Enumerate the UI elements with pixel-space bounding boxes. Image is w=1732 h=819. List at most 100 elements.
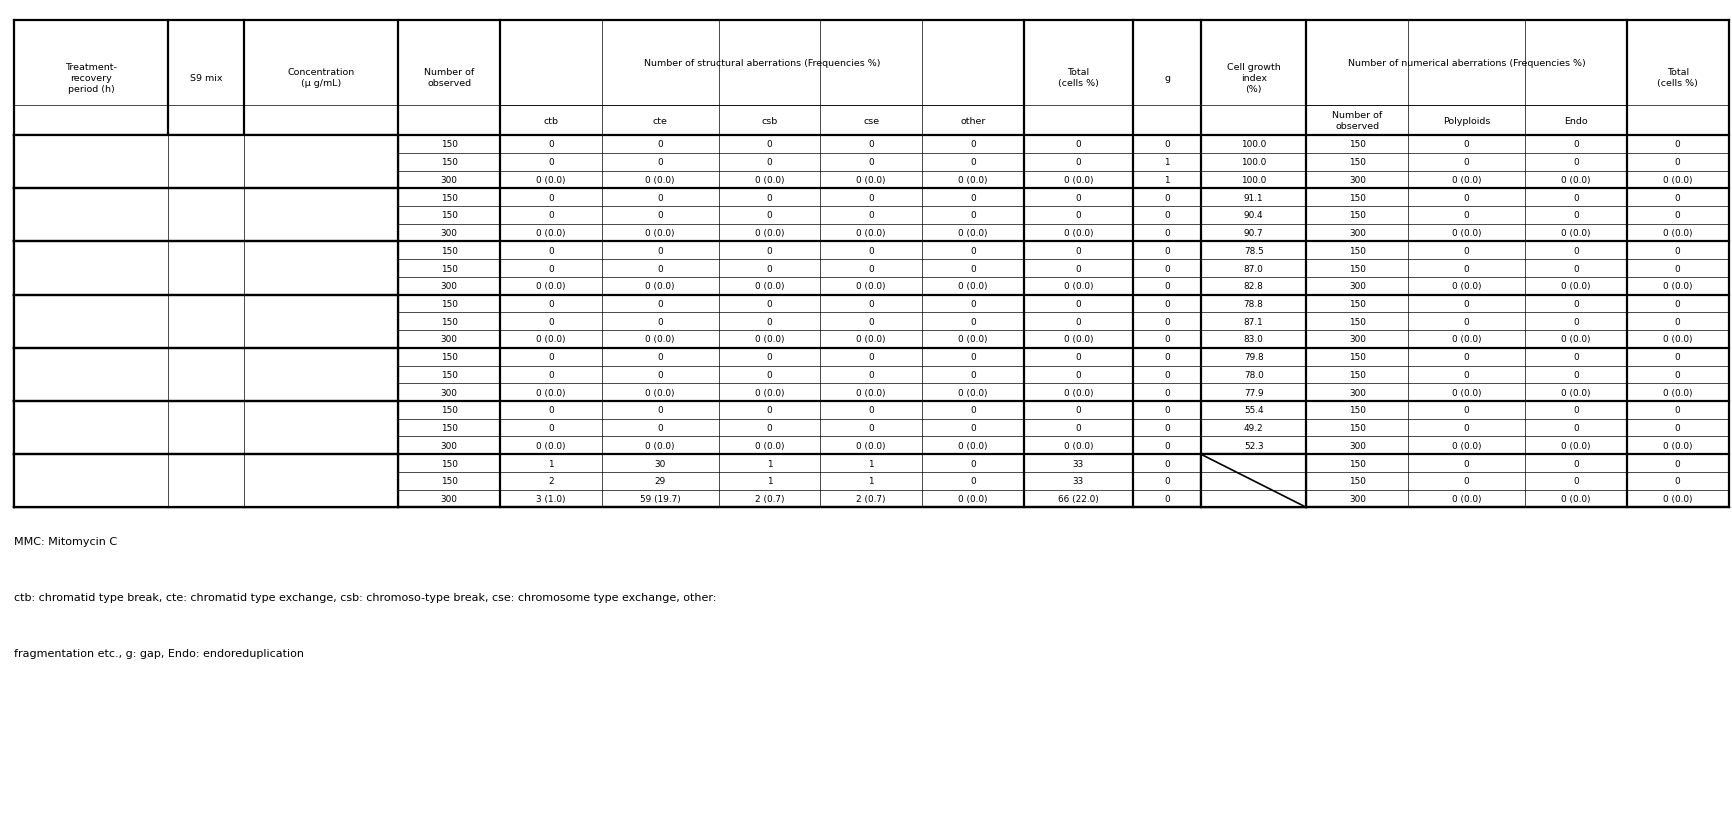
Text: Negative
control
(SDW): Negative control (SDW) <box>301 147 341 178</box>
Text: 150: 150 <box>440 300 457 309</box>
Text: 90.7: 90.7 <box>1244 229 1264 238</box>
Text: 0: 0 <box>1464 193 1469 202</box>
Text: 150: 150 <box>440 423 457 432</box>
Text: 0: 0 <box>970 406 975 415</box>
Text: 0: 0 <box>970 193 975 202</box>
Text: 0: 0 <box>1076 318 1081 326</box>
Text: 3 (1.0): 3 (1.0) <box>537 495 566 504</box>
Text: 0: 0 <box>1573 300 1580 309</box>
Text: 0: 0 <box>1164 211 1169 220</box>
Text: 0: 0 <box>1573 459 1580 468</box>
Text: ctb: ctb <box>544 116 558 125</box>
Text: 0: 0 <box>1464 211 1469 220</box>
Text: 0 (0.0): 0 (0.0) <box>856 229 887 238</box>
Text: 90.4: 90.4 <box>1244 211 1264 220</box>
Text: 82.8: 82.8 <box>1244 282 1264 291</box>
Text: 59 (19.7): 59 (19.7) <box>639 495 681 504</box>
Text: 300: 300 <box>1349 176 1367 185</box>
Text: 0 (0.0): 0 (0.0) <box>537 388 566 397</box>
Text: 0 (0.0): 0 (0.0) <box>1663 282 1692 291</box>
Text: 0: 0 <box>1573 406 1580 415</box>
Text: 300: 300 <box>440 388 457 397</box>
Text: 1: 1 <box>1164 158 1169 167</box>
Text: 0: 0 <box>767 353 772 362</box>
Text: 24-0: 24-0 <box>81 158 100 167</box>
Text: 0: 0 <box>1675 477 1680 486</box>
Text: 24-0: 24-0 <box>81 211 100 220</box>
Text: 0: 0 <box>1675 247 1680 256</box>
Text: 78.8: 78.8 <box>1244 300 1264 309</box>
Text: 0: 0 <box>868 247 875 256</box>
Text: 0 (0.0): 0 (0.0) <box>537 282 566 291</box>
Text: 0 (0.0): 0 (0.0) <box>1451 495 1481 504</box>
Text: 0: 0 <box>1164 388 1169 397</box>
Text: 0 (0.0): 0 (0.0) <box>958 388 987 397</box>
Text: 2 (0.7): 2 (0.7) <box>755 495 785 504</box>
Text: 0: 0 <box>1076 353 1081 362</box>
Text: 0 (0.0): 0 (0.0) <box>1561 229 1590 238</box>
Text: 0: 0 <box>868 353 875 362</box>
Text: 150: 150 <box>1349 477 1367 486</box>
Text: 0: 0 <box>868 318 875 326</box>
Text: 0: 0 <box>1675 370 1680 379</box>
Text: 150: 150 <box>440 247 457 256</box>
Text: 0: 0 <box>1164 335 1169 344</box>
Text: 49.2: 49.2 <box>1244 423 1264 432</box>
Text: Total
(cells %): Total (cells %) <box>1058 68 1098 88</box>
Text: 0 (0.0): 0 (0.0) <box>856 176 887 185</box>
Text: 0: 0 <box>1573 211 1580 220</box>
Text: Polyploids: Polyploids <box>1443 116 1490 125</box>
Text: 100.0: 100.0 <box>1242 140 1266 149</box>
Text: -: - <box>204 211 208 220</box>
Text: 0: 0 <box>868 423 875 432</box>
Text: 150: 150 <box>440 477 457 486</box>
Text: MMC: Mitomycin C: MMC: Mitomycin C <box>14 536 118 546</box>
Text: 0: 0 <box>1675 423 1680 432</box>
Text: 0: 0 <box>547 158 554 167</box>
Text: 300: 300 <box>1349 229 1367 238</box>
Text: 150: 150 <box>1349 353 1367 362</box>
Text: 150: 150 <box>440 193 457 202</box>
Text: 0: 0 <box>1675 353 1680 362</box>
Text: 0: 0 <box>970 300 975 309</box>
Text: 0: 0 <box>970 477 975 486</box>
Text: 0: 0 <box>1573 477 1580 486</box>
Text: 0 (0.0): 0 (0.0) <box>1561 282 1590 291</box>
Text: 0: 0 <box>1675 406 1680 415</box>
Text: -: - <box>204 158 208 167</box>
Text: 0: 0 <box>1076 423 1081 432</box>
Text: 1200: 1200 <box>310 423 333 432</box>
Text: 0 (0.0): 0 (0.0) <box>1063 441 1093 450</box>
Text: 1000: 1000 <box>310 370 333 379</box>
Text: -: - <box>204 318 208 326</box>
Text: 150: 150 <box>1349 247 1367 256</box>
Text: 150: 150 <box>1349 140 1367 149</box>
Text: 2: 2 <box>547 477 554 486</box>
Text: 0: 0 <box>547 193 554 202</box>
Text: 0 (0.0): 0 (0.0) <box>958 441 987 450</box>
Text: 0 (0.0): 0 (0.0) <box>856 335 887 344</box>
Text: Endo: Endo <box>1564 116 1588 125</box>
Text: 0: 0 <box>547 265 554 274</box>
Text: 0 (0.0): 0 (0.0) <box>646 229 675 238</box>
Text: 0: 0 <box>1464 459 1469 468</box>
Text: 1: 1 <box>767 459 772 468</box>
Text: 55.4: 55.4 <box>1244 406 1264 415</box>
Text: 1: 1 <box>547 459 554 468</box>
Text: 0: 0 <box>970 370 975 379</box>
Text: 0: 0 <box>658 370 663 379</box>
Text: 300: 300 <box>1349 495 1367 504</box>
Text: 0 (0.0): 0 (0.0) <box>1063 282 1093 291</box>
Text: 0: 0 <box>658 406 663 415</box>
Text: 0: 0 <box>1675 300 1680 309</box>
Text: -: - <box>204 423 208 432</box>
Text: 0 (0.0): 0 (0.0) <box>1561 495 1590 504</box>
Text: 0: 0 <box>547 247 554 256</box>
Text: 150: 150 <box>1349 423 1367 432</box>
Text: 0 (0.0): 0 (0.0) <box>856 441 887 450</box>
Text: 0: 0 <box>767 265 772 274</box>
Text: 79.8: 79.8 <box>1244 353 1264 362</box>
Text: 1: 1 <box>868 477 875 486</box>
Text: 0: 0 <box>970 158 975 167</box>
Text: 150: 150 <box>1349 265 1367 274</box>
